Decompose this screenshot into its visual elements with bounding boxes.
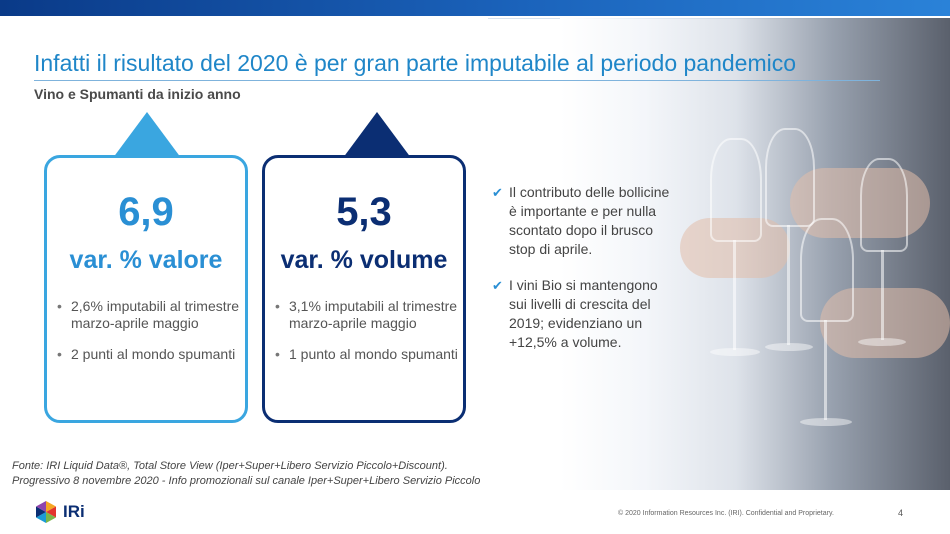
source-note: Fonte: IRI Liquid Data®, Total Store Vie… [12, 459, 480, 489]
volume-bullet-list: 3,1% imputabili al trimestre marzo-april… [273, 298, 479, 377]
list-item: 2,6% imputabili al trimestre marzo-april… [57, 298, 261, 332]
volume-variation-card: 5,3 var. % volume 3,1% imputabili al tri… [262, 155, 466, 423]
checkmark-icon: ✔ [492, 278, 503, 293]
source-line: Progressivo 8 novembre 2020 - Info promo… [12, 475, 481, 487]
slide-title: Infatti il risultato del 2020 è per gran… [34, 50, 797, 76]
copyright-notice: © 2020 Information Resources Inc. (IRI).… [618, 510, 834, 517]
value-variation-label: var. % valore [69, 246, 223, 274]
logo-text: IRi [63, 502, 85, 521]
top-banner [0, 0, 950, 16]
value-variation-card: 6,9 var. % valore 2,6% imputabili al tri… [44, 155, 248, 423]
champagne-toast-photo [560, 18, 950, 490]
page-number: 4 [898, 508, 904, 518]
volume-variation-label: var. % volume [280, 246, 448, 274]
list-item: ✔ I vini Bio si mantengono sui livelli d… [492, 276, 670, 352]
key-findings-list: ✔ Il contributo delle bollicine è import… [492, 183, 670, 369]
value-variation-number: 6,9 [118, 190, 174, 234]
finding-text: Il contributo delle bollicine è importan… [509, 184, 670, 257]
checkmark-icon: ✔ [492, 185, 503, 200]
source-line: Fonte: IRI Liquid Data®, Total Store Vie… [12, 460, 448, 472]
iri-logo-icon [36, 501, 56, 523]
slide-subtitle: Vino e Spumanti da inizio anno [34, 86, 241, 102]
title-underline [34, 80, 880, 81]
list-item: 1 punto al mondo spumanti [275, 346, 479, 363]
list-item: ✔ Il contributo delle bollicine è import… [492, 183, 670, 259]
list-item: 3,1% imputabili al trimestre marzo-april… [275, 298, 479, 332]
list-item: 2 punti al mondo spumanti [57, 346, 261, 363]
volume-variation-number: 5,3 [336, 190, 392, 234]
value-bullet-list: 2,6% imputabili al trimestre marzo-april… [55, 298, 261, 377]
finding-text: I vini Bio si mantengono sui livelli di … [509, 277, 658, 350]
